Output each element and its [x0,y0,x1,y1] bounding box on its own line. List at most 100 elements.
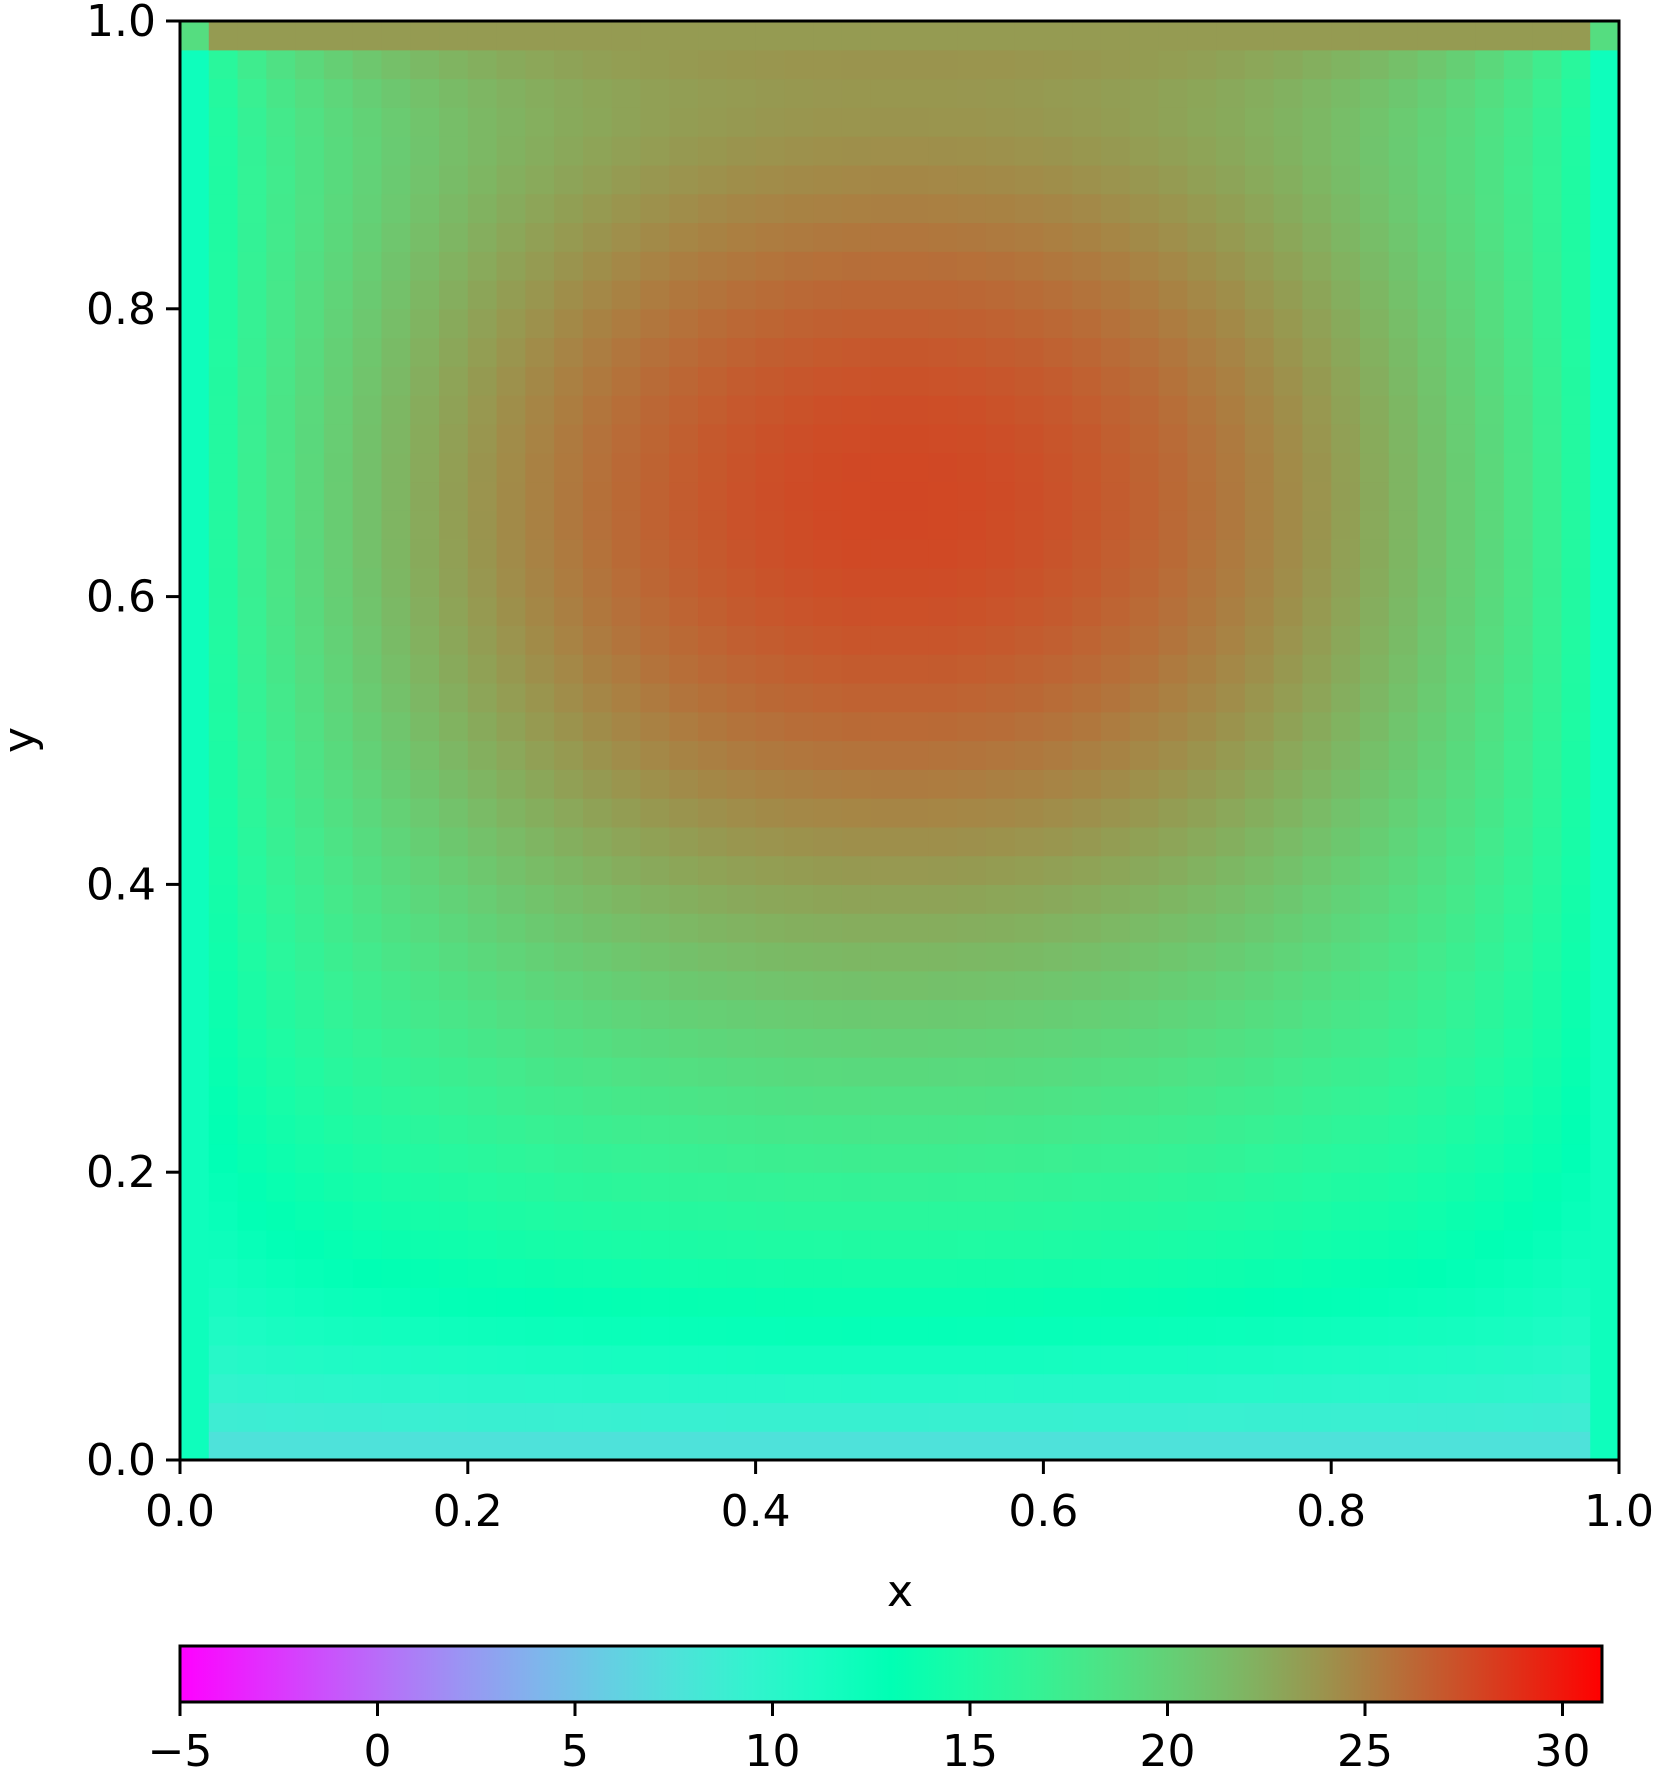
heatmap-cell [1359,1085,1390,1116]
heatmap-cell [582,21,613,51]
heatmap-cell [899,136,929,166]
heatmap-cell [1072,452,1102,483]
heatmap-cell [1187,21,1217,51]
heatmap-cell [755,884,785,914]
heatmap-cell [1331,136,1361,166]
heatmap-cell [1331,423,1361,454]
heatmap-cell [496,711,526,742]
heatmap-cell [1302,1229,1332,1260]
heatmap-cell [870,596,901,626]
heatmap-cell [1590,941,1620,972]
heatmap-cell [698,682,728,713]
heatmap-cell [899,682,929,713]
heatmap-cell [237,251,267,281]
heatmap-cell [496,1172,526,1202]
heatmap-cell [1388,280,1419,310]
heatmap-cell [381,1402,411,1432]
heatmap-cell [1043,1028,1073,1058]
heatmap-cell [237,625,267,655]
heatmap-cell [1388,1229,1419,1260]
heatmap-cell [1417,1057,1447,1087]
heatmap-cell [496,222,526,252]
heatmap-cell [899,884,929,914]
heatmap-cell [1359,107,1390,137]
heatmap-cell [467,884,498,914]
heatmap-cell [1273,308,1304,339]
heatmap-cell [1014,1344,1044,1375]
heatmap-cell [726,539,757,569]
heatmap-cell [525,539,555,569]
heatmap-cell [726,1057,757,1087]
heatmap-cell [410,1373,440,1404]
heatmap-cell [1273,222,1304,252]
heatmap-cell [640,107,670,137]
heatmap-cell [208,970,239,1001]
heatmap-cell [237,941,267,972]
heatmap-cell [1158,452,1188,483]
heatmap-cell [323,1172,354,1202]
heatmap-cell [1216,769,1246,799]
heatmap-cell [1532,395,1563,425]
heatmap-cell [1216,567,1246,598]
heatmap-cell [1532,1085,1563,1116]
heatmap-cell [841,1373,872,1404]
heatmap-cell [1417,740,1447,770]
heatmap-cell [323,1402,354,1432]
heatmap-cell [295,539,325,569]
heatmap-cell [784,567,814,598]
heatmap-cell [784,510,814,540]
heatmap-cell [266,395,296,425]
heatmap-cell [439,280,469,310]
heatmap-cell [1043,1114,1073,1145]
heatmap-cell [1187,1287,1217,1317]
heatmap-cell [1158,1114,1188,1145]
heatmap-cell [669,21,699,51]
heatmap-cell [1446,21,1476,51]
heatmap-cell [1388,222,1419,252]
heatmap-cell [1187,481,1217,511]
heatmap-cell [1446,826,1476,857]
heatmap-cell [1475,21,1505,51]
heatmap-cell [1014,682,1044,713]
heatmap-cell [554,107,584,137]
heatmap-cell [554,970,584,1001]
heatmap-cell [870,769,901,799]
heatmap-cell [352,970,383,1001]
heatmap-cell [669,1287,699,1317]
heatmap-cell [1302,1143,1332,1173]
heatmap-cell [1331,539,1361,569]
heatmap-cell [640,395,670,425]
heatmap-cell [957,251,987,281]
heatmap-cell [813,654,843,684]
heatmap-cell [841,21,872,51]
heatmap-cell [439,740,469,770]
heatmap-cell [1043,510,1073,540]
heatmap-cell [698,941,728,972]
heatmap-cell [784,1258,814,1288]
heatmap-cell [726,136,757,166]
heatmap-cell [669,1431,699,1461]
heatmap-cell [525,913,555,943]
heatmap-cell [410,1229,440,1260]
heatmap-cell [698,855,728,885]
heatmap-cell [899,625,929,655]
heatmap-cell [352,913,383,943]
heatmap-cell [784,1229,814,1260]
heatmap-cell [784,107,814,137]
heatmap-cell [1475,1287,1505,1317]
heatmap-cell [841,1258,872,1288]
heatmap-cell [755,395,785,425]
heatmap-cell [985,970,1016,1001]
heatmap-cell [237,78,267,108]
heatmap-cell [496,452,526,483]
heatmap-cell [1216,308,1246,339]
heatmap-cell [928,21,958,51]
heatmap-cell [323,1114,354,1145]
heatmap-cell [1129,970,1160,1001]
heatmap-cell [813,884,843,914]
heatmap-cell [1388,740,1419,770]
heatmap-cell [266,1344,296,1375]
heatmap-cell [1359,510,1390,540]
heatmap-cell [1244,222,1275,252]
heatmap-cell [180,107,210,137]
